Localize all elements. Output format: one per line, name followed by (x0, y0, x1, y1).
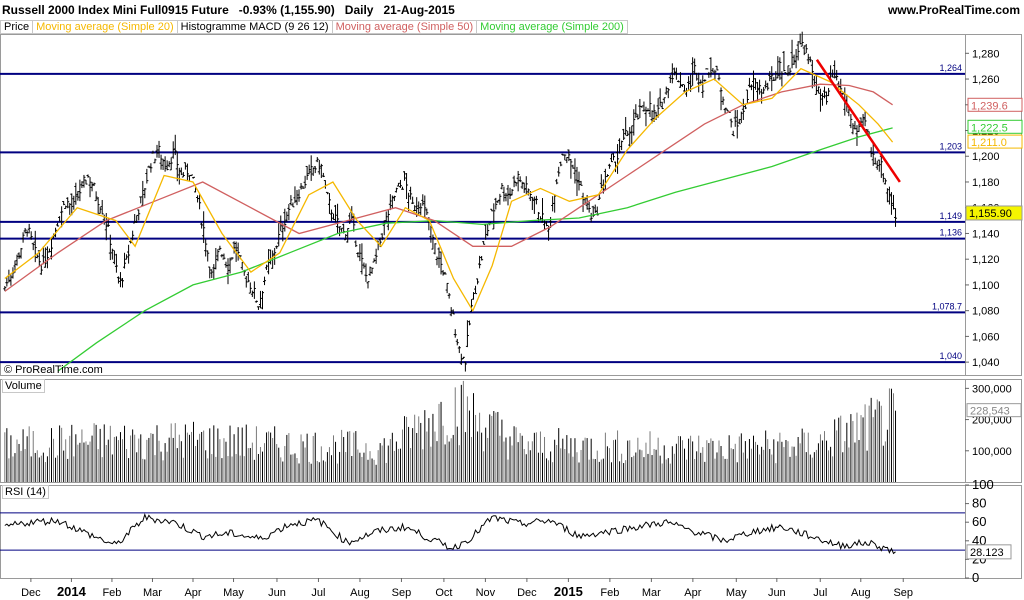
x-tick-label: Sep (893, 587, 913, 599)
rsi-tick-label: 40 (972, 533, 986, 548)
price-tick-label: 1,140 (972, 228, 1000, 240)
ma-value-tag (967, 119, 1023, 134)
x-tick-label: Dec (21, 587, 41, 599)
x-tick-label: May (726, 587, 747, 599)
chart-title: Russell 2000 Index Mini Full0915 Future … (2, 3, 455, 17)
legend-macd[interactable]: Histogramme MACD (9 26 12) (176, 20, 333, 34)
rsi-pane: 02040608010028.123 (0, 477, 1022, 585)
sma20-line (4, 67, 894, 313)
x-tick-label: 2014 (57, 584, 87, 599)
volume-pane-label: Volume (2, 379, 45, 393)
volume-frame (0, 379, 1022, 483)
last-price-label: 1,155.90 (969, 208, 1012, 220)
volume-value-label: 228,543 (970, 406, 1010, 418)
legend-sma200[interactable]: Moving average (Simple 200) (476, 20, 628, 34)
price-tick-label: 1,080 (972, 306, 1000, 318)
x-tick-label: Jun (768, 587, 786, 599)
sma50-line (4, 83, 893, 292)
x-tick-label: Sep (392, 587, 412, 599)
volume-value-tag (966, 403, 1022, 418)
ma-value-tag (967, 134, 1023, 149)
rsi-frame (0, 485, 1022, 579)
x-tick-label: Nov (476, 587, 496, 599)
rsi-tick-label: 100 (972, 477, 994, 492)
site-link[interactable]: www.ProRealTime.com (887, 3, 1020, 17)
x-tick-label: Dec (517, 587, 537, 599)
x-tick-label: Mar (642, 587, 661, 599)
price-tick-label: 1,180 (972, 177, 1000, 189)
x-tick-label: Oct (435, 587, 452, 599)
x-tick-label: Mar (143, 587, 162, 599)
x-tick-label: Aug (350, 587, 370, 599)
title-bar: Russell 2000 Index Mini Full0915 Future … (0, 0, 1024, 20)
indicator-legend: Price Moving average (Simple 20) Histogram… (0, 20, 628, 34)
price-tick-label: 1,040 (972, 357, 1000, 369)
rsi-tick-label: 80 (972, 496, 986, 511)
sma200-line (57, 127, 893, 372)
price-tick-label: 1,200 (972, 151, 1000, 163)
support-line-label: 1,040 (939, 351, 962, 361)
rsi-value-label: 28.123 (970, 547, 1004, 559)
x-tick-label: 2015 (554, 584, 583, 599)
rsi-tick-label: 60 (972, 514, 986, 529)
support-line-label: 1,264 (939, 63, 962, 73)
rsi-tick-label: 0 (972, 570, 979, 585)
x-tick-label: Jul (813, 587, 827, 599)
x-tick-label: Jun (268, 587, 286, 599)
rsi-line (4, 512, 896, 555)
price-tick-label: 1,100 (972, 280, 1000, 292)
volume-pane: 100,000 200,000 300,000 228,543 (0, 379, 1022, 483)
last-price-tag (965, 205, 1023, 221)
x-tick-label: Apr (184, 587, 201, 599)
support-line-label: 1,136 (939, 228, 962, 238)
price-frame (0, 34, 1022, 376)
x-tick-label: Feb (102, 587, 121, 599)
legend-sma20[interactable]: Moving average (Simple 20) (32, 20, 178, 34)
price-tick-label: 1,120 (972, 254, 1000, 266)
ma-value-tag (967, 97, 1023, 112)
volume-tick-label: 100,000 (972, 446, 1012, 458)
support-line-label: 1,078.7 (932, 301, 962, 311)
ma-value-label: 1,222.5 (971, 122, 1008, 134)
trendline (815, 59, 901, 183)
x-tick-label: May (223, 587, 244, 599)
copyright-text: © ProRealTime.com (4, 364, 103, 376)
x-tick-label: Feb (600, 587, 619, 599)
price-tick-label: 1,060 (972, 331, 1000, 343)
price-tick-label: 1,260 (972, 74, 1000, 86)
volume-tick-label: 200,000 (972, 415, 1012, 427)
legend-sma50[interactable]: Moving average (Simple 50) (331, 20, 478, 34)
volume-tick-label: 300,000 (972, 383, 1012, 395)
support-line-label: 1,203 (939, 141, 962, 151)
price-tick-label: 1,280 (972, 48, 1000, 60)
ma-value-label: 1,211.0 (971, 137, 1007, 149)
price-pane: 1,0401,0601,0801,1001,1201,1401,1601,180… (0, 31, 1023, 376)
rsi-value-tag (966, 544, 1012, 560)
support-line-label: 1,149 (939, 211, 962, 221)
ma-value-label: 1,239.6 (971, 100, 1008, 112)
x-tick-label: Apr (684, 587, 701, 599)
x-axis: Dec 2014 Feb Mar Apr May Jun Jul Aug Sep Oct Nov Dec… (21, 578, 913, 599)
x-tick-label: Aug (851, 587, 871, 599)
legend-price[interactable]: Price (0, 20, 34, 34)
x-tick-label: Jul (311, 587, 325, 599)
rsi-pane-label: RSI (14) (2, 485, 49, 499)
